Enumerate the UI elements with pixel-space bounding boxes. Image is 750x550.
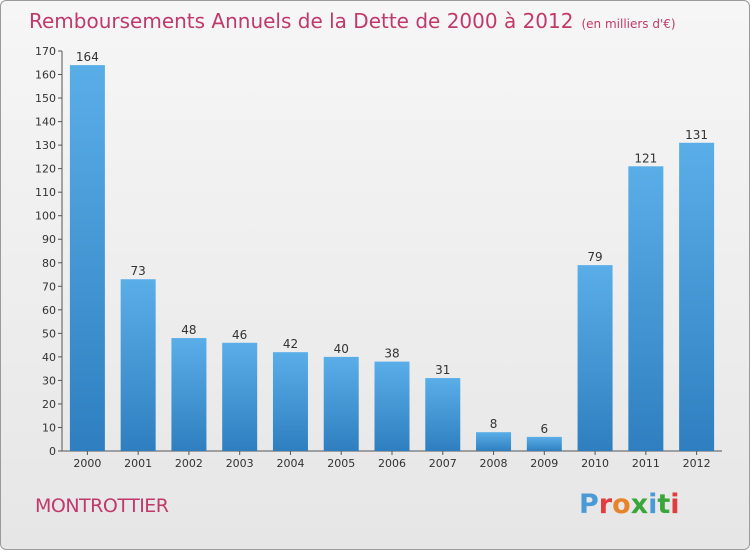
bar-2004 xyxy=(272,352,308,451)
x-tick-label: 2010 xyxy=(581,457,609,470)
bar-2001 xyxy=(120,279,156,451)
x-tick-label: 2003 xyxy=(226,457,254,470)
x-tick-label: 2012 xyxy=(683,457,711,470)
bar-2012 xyxy=(679,142,715,451)
bar-2011 xyxy=(628,166,664,451)
x-tick-label: 2001 xyxy=(124,457,152,470)
chart-unit: (en milliers d'€) xyxy=(581,17,676,31)
proxiti-logo: Proxiti xyxy=(579,489,680,520)
y-tick-label: 170 xyxy=(35,45,56,58)
y-tick-label: 80 xyxy=(42,257,56,270)
bar-2005 xyxy=(323,356,359,451)
bar-value-label: 46 xyxy=(232,328,247,342)
bar-value-label: 40 xyxy=(334,342,349,356)
bar-value-label: 42 xyxy=(283,337,298,351)
x-tick-label: 2009 xyxy=(530,457,558,470)
bar-2010 xyxy=(577,265,613,451)
y-tick-label: 130 xyxy=(35,139,56,152)
bar-value-label: 31 xyxy=(435,363,450,377)
bar-2007 xyxy=(425,378,461,451)
bar-2008 xyxy=(476,432,512,451)
y-tick-label: 120 xyxy=(35,163,56,176)
x-tick-label: 2008 xyxy=(480,457,508,470)
y-tick-label: 10 xyxy=(42,421,56,434)
y-tick-label: 50 xyxy=(42,327,56,340)
x-tick-label: 2006 xyxy=(378,457,406,470)
y-tick-label: 70 xyxy=(42,280,56,293)
x-tick-label: 2011 xyxy=(632,457,660,470)
y-tick-label: 160 xyxy=(35,69,56,82)
x-tick-label: 2002 xyxy=(175,457,203,470)
y-tick-label: 140 xyxy=(35,116,56,129)
commune-name: MONTROTTIER xyxy=(35,495,169,517)
y-tick-label: 110 xyxy=(35,186,56,199)
bar-value-label: 121 xyxy=(634,151,657,165)
bar-value-label: 38 xyxy=(384,347,399,361)
bar-value-label: 164 xyxy=(76,50,99,64)
bar-2000 xyxy=(69,65,105,451)
chart-title-text: Remboursements Annuels de la Dette de 20… xyxy=(29,9,574,33)
bar-value-label: 8 xyxy=(490,417,498,431)
bars: 164 73 48 46 42 40 38 31 8 6 79 121 131 xyxy=(69,50,715,451)
x-tick-label: 2005 xyxy=(327,457,355,470)
bar-value-label: 79 xyxy=(587,250,602,264)
y-tick-label: 100 xyxy=(35,210,56,223)
x-tick-label: 2004 xyxy=(276,457,304,470)
bar-value-label: 6 xyxy=(540,422,548,436)
y-tick-label: 150 xyxy=(35,92,56,105)
bar-2006 xyxy=(374,361,410,451)
bar-2009 xyxy=(526,436,562,451)
x-tick-label: 2007 xyxy=(429,457,457,470)
bar-value-label: 48 xyxy=(181,323,196,337)
axes: 0 10 20 30 40 50 60 70 80 90 100 110 120 130 140 150 160… xyxy=(35,45,722,470)
x-tick-label: 2000 xyxy=(73,457,101,470)
bar-value-label: 131 xyxy=(685,128,708,142)
chart-title: Remboursements Annuels de la Dette de 20… xyxy=(29,9,676,33)
y-tick-label: 30 xyxy=(42,374,56,387)
y-tick-label: 20 xyxy=(42,398,56,411)
bar-2003 xyxy=(222,342,258,451)
y-tick-label: 90 xyxy=(42,233,56,246)
y-tick-label: 0 xyxy=(49,445,56,458)
bar-2002 xyxy=(171,338,207,451)
y-tick-label: 60 xyxy=(42,304,56,317)
bar-value-label: 73 xyxy=(131,264,146,278)
y-tick-label: 40 xyxy=(42,351,56,364)
